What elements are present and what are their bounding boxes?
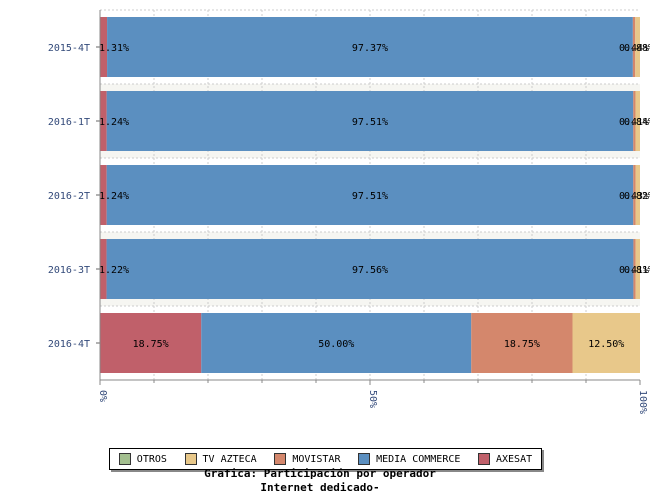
- bar-media-commerce: [107, 17, 633, 77]
- data-label: 0.84%: [624, 117, 650, 128]
- legend-item-otros: OTROS: [118, 453, 167, 465]
- chart-caption: Grafica: Participación por operador Inte…: [150, 467, 490, 495]
- bar-axesat: [100, 239, 107, 299]
- data-label: 97.37%: [352, 43, 388, 54]
- legend-item-media-commerce: MEDIA COMMERCE: [358, 453, 460, 465]
- bar-axesat: [100, 165, 107, 225]
- bar-media-commerce: [106, 165, 634, 225]
- data-label: 0.88%: [624, 43, 650, 54]
- legend-item-axesat: AXESAT: [478, 453, 532, 465]
- data-label: 0.41%: [619, 265, 649, 276]
- data-label: 97.51%: [352, 191, 388, 202]
- x-tick-label: 50%: [367, 390, 378, 408]
- data-label: 18.75%: [504, 339, 540, 350]
- data-label: 1.24%: [99, 117, 129, 128]
- data-label: 97.56%: [352, 265, 388, 276]
- category-label: 2015-4T: [48, 43, 90, 54]
- legend-item-tv-azteca: TV AZTECA: [184, 453, 257, 465]
- legend-label-movistar: MOVISTAR: [292, 453, 341, 465]
- bar-tv-azteca: [635, 165, 640, 225]
- bar-axesat: [100, 313, 202, 373]
- data-label: 12.50%: [588, 339, 624, 350]
- legend-swatch-movistar: [274, 453, 287, 465]
- caption-line-1: Grafica: Participación por operador: [204, 467, 436, 480]
- data-label: 18.75%: [133, 339, 169, 350]
- bar-media-commerce: [201, 313, 472, 373]
- chart-legend: OTROS TV AZTECA MOVISTAR MEDIA COMMERCE …: [109, 448, 542, 470]
- data-label: 97.51%: [352, 117, 388, 128]
- legend-label-axesat: AXESAT: [496, 453, 533, 465]
- caption-line-2: Internet dedicado-: [260, 481, 380, 494]
- bar-movistar: [633, 165, 636, 225]
- legend-swatch-media-commerce: [358, 453, 371, 465]
- data-label: 0.43%: [619, 191, 649, 202]
- legend-swatch-tv-azteca: [184, 453, 197, 465]
- bar-movistar: [632, 17, 636, 77]
- legend-label-media-commerce: MEDIA COMMERCE: [376, 453, 461, 465]
- legend-label-otros: OTROS: [136, 453, 167, 465]
- category-label: 2016-1T: [48, 117, 90, 128]
- data-label: 0.44%: [619, 43, 649, 54]
- data-label: 0.41%: [619, 117, 649, 128]
- data-label: 1.22%: [99, 265, 129, 276]
- bar-tv-azteca: [572, 313, 640, 373]
- bar-axesat: [100, 17, 108, 77]
- bar-movistar: [471, 313, 573, 373]
- category-label: 2016-3T: [48, 265, 90, 276]
- data-label: 0.81%: [624, 265, 650, 276]
- legend-swatch-otros: [118, 453, 131, 465]
- bar-movistar: [633, 91, 636, 151]
- bar-movistar: [633, 239, 636, 299]
- data-label: 0.82%: [624, 191, 650, 202]
- bar-tv-azteca: [635, 239, 640, 299]
- legend-item-movistar: MOVISTAR: [274, 453, 340, 465]
- data-label: 1.31%: [99, 43, 129, 54]
- x-tick-label: 100%: [637, 390, 648, 414]
- bar-tv-azteca: [635, 17, 640, 77]
- x-tick-label: 0%: [97, 390, 108, 402]
- category-label: 2016-4T: [48, 339, 90, 350]
- bar-axesat: [100, 91, 107, 151]
- legend-label-tv-azteca: TV AZTECA: [202, 453, 257, 465]
- category-label: 2016-2T: [48, 191, 90, 202]
- bar-media-commerce: [106, 91, 634, 151]
- data-label: 1.24%: [99, 191, 129, 202]
- data-label: 50.00%: [318, 339, 354, 350]
- bar-tv-azteca: [635, 91, 640, 151]
- legend-swatch-axesat: [478, 453, 490, 465]
- bar-media-commerce: [106, 239, 634, 299]
- stacked-bar-chart: 1.31% 97.37% 0.44%0.88% 2015-4T 1.24% 97.51% 0…: [48, 9, 650, 414]
